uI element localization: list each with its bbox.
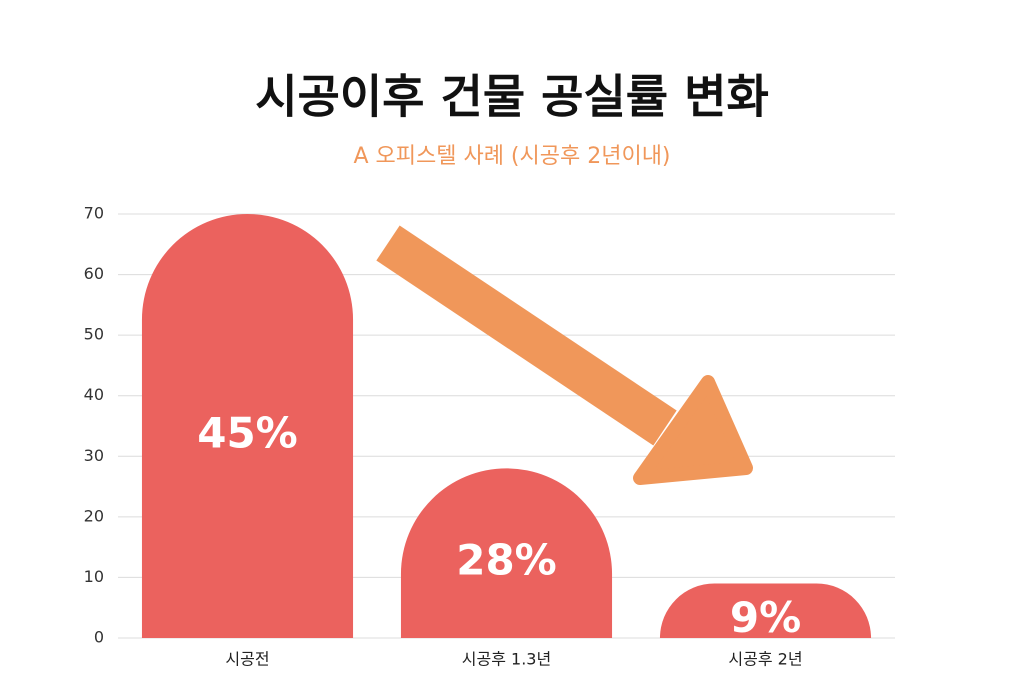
- arrow-shaft: [376, 225, 677, 446]
- y-tick-label: 10: [84, 567, 104, 586]
- bar: [400, 468, 613, 638]
- bar: [659, 583, 872, 638]
- bar-label: 45%: [197, 409, 298, 458]
- y-tick-label: 0: [94, 628, 104, 647]
- bar-label: 9%: [730, 593, 801, 642]
- x-tick-label: 시공후 2년: [728, 650, 802, 669]
- chart-subtitle: A 오피스텔 사례 (시공후 2년이내): [353, 144, 670, 169]
- y-tick-label: 50: [84, 325, 104, 344]
- x-tick-label: 시공후 1.3년: [462, 650, 551, 669]
- trend-arrow: [376, 225, 753, 485]
- y-tick-label: 60: [84, 264, 104, 283]
- y-tick-label: 40: [84, 385, 104, 404]
- bars: 시공전 45% 시공후 1.3년 28% 시공후 2년 9%: [141, 214, 872, 669]
- arrow-head: [633, 375, 753, 485]
- bar-label: 28%: [456, 536, 557, 585]
- y-tick-label: 20: [84, 506, 104, 525]
- chart-title: 시공이후 건물 공실률 변화: [255, 70, 769, 124]
- bar: [141, 214, 354, 638]
- y-tick-label: 70: [84, 204, 104, 223]
- y-tick-label: 30: [84, 446, 104, 465]
- x-tick-label: 시공전: [225, 650, 269, 669]
